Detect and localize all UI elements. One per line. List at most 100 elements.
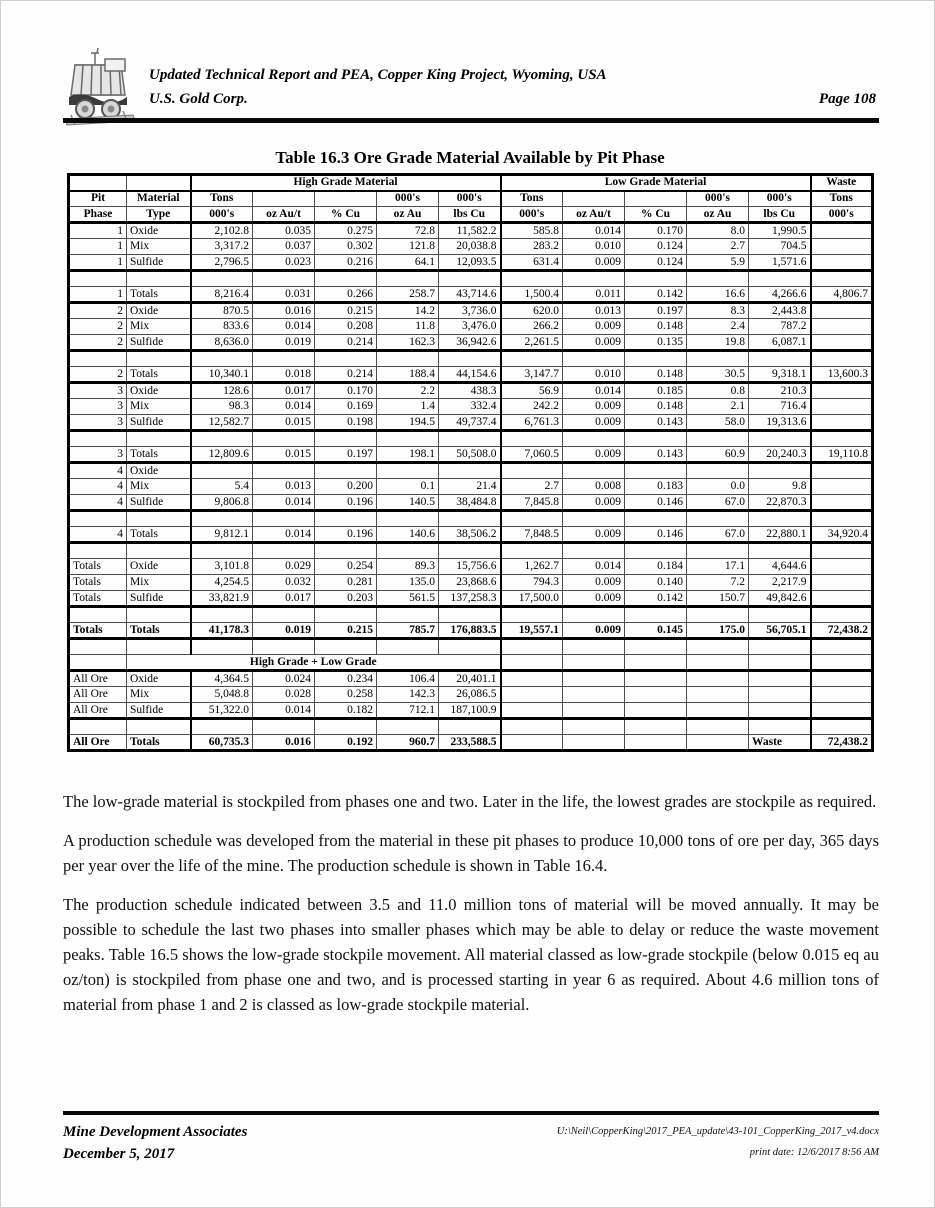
table-cell: 1,990.5 (748, 222, 811, 239)
table-row: 3 Mix 98.3 0.014 0.169 1.4 332.4 242.2 0.009 0.14… (68, 398, 873, 415)
table-cell: 12,582.7 (189, 414, 253, 432)
table-cell (748, 654, 811, 672)
table-cell: 438.3 (438, 382, 501, 399)
table-cell (189, 510, 253, 527)
table-cell: 3,476.0 (438, 318, 501, 335)
table-cell: 0.169 (314, 398, 377, 415)
table-row: Phase Type 000's oz Au/t% Cu oz Au lbs Cu 000'… (68, 206, 873, 224)
table-row (68, 718, 873, 735)
table-cell: 000's (376, 190, 439, 207)
table-cell: 20,401.1 (438, 670, 501, 687)
table-cell: % Cu (314, 206, 377, 224)
table-row: Totals Sulfide 33,821.9 0.017 0.203 561.5 137,… (68, 590, 873, 608)
footer-date: December 5, 2017 (63, 1146, 175, 1162)
table-cell (809, 222, 873, 239)
table-cell (748, 510, 811, 527)
table-cell (68, 718, 127, 735)
table-cell (809, 350, 873, 367)
table-cell (252, 718, 315, 735)
table-cell (686, 510, 749, 527)
table-cell: 22,880.1 (748, 526, 811, 544)
table-cell: 187,100.9 (438, 702, 501, 720)
table-cell: Sulfide (126, 414, 191, 432)
table-cell (252, 430, 315, 447)
table-cell: 51,322.0 (189, 702, 253, 720)
table-cell: 0.015 (252, 446, 315, 464)
table-cell: 0.234 (314, 670, 377, 687)
table-cell (438, 638, 501, 655)
table-cell: 332.4 (438, 398, 501, 415)
table-cell: 0.010 (562, 238, 625, 255)
table-cell: 0.013 (252, 478, 315, 495)
table-cell (748, 718, 811, 735)
table-cell: 585.8 (499, 222, 563, 239)
table-cell (499, 718, 563, 735)
table-cell (809, 382, 873, 399)
table-cell: 0.215 (314, 302, 377, 319)
table-cell (189, 542, 253, 559)
table-cell: Totals (126, 366, 191, 384)
table-cell: All Ore (68, 686, 127, 703)
table-cell (748, 702, 811, 720)
table-cell: 2 (68, 366, 127, 384)
table-cell (748, 638, 811, 655)
table-cell: 0.196 (314, 526, 377, 544)
table-cell (809, 334, 873, 352)
table-cell: 0.009 (562, 254, 625, 272)
table-cell: 787.2 (748, 318, 811, 335)
table-cell (499, 350, 563, 367)
table-cell: 785.7 (376, 622, 439, 640)
body-text: The low-grade material is stockpiled fro… (63, 789, 879, 1031)
table-cell (562, 734, 625, 752)
table-cell: High Grade Material (189, 174, 501, 192)
table-cell (809, 318, 873, 335)
table-cell (686, 606, 749, 623)
page-footer: Mine Development Associates December 5, … (63, 1121, 879, 1165)
table-cell: 3 (68, 414, 127, 432)
table-cell: 0.203 (314, 590, 377, 608)
table-cell: 0.170 (624, 222, 687, 239)
table-row: 4 Mix 5.4 0.013 0.200 0.1 21.4 2.7 0.008 0.183 0.0… (68, 478, 873, 495)
table-cell: oz Au (686, 206, 749, 224)
table-cell (252, 350, 315, 367)
table-cell: Mix (126, 398, 191, 415)
table-cell: 60.9 (686, 446, 749, 464)
table-cell: Waste (809, 174, 873, 192)
table-cell: 4 (68, 526, 127, 544)
table-cell (314, 462, 377, 479)
table-cell (624, 718, 687, 735)
table-cell (499, 638, 563, 655)
table-cell: Oxide (126, 222, 191, 239)
table-cell: 716.4 (748, 398, 811, 415)
table-cell: 704.5 (748, 238, 811, 255)
table-cell: 9,806.8 (189, 494, 253, 512)
table-cell: 26,086.5 (438, 686, 501, 703)
table-cell (562, 430, 625, 447)
table-cell (686, 270, 749, 287)
table-cell: 67.0 (686, 494, 749, 512)
table-cell (68, 542, 127, 559)
table-row: 1 Oxide 2,102.8 0.035 0.275 72.8 11,582.2 585.8… (68, 222, 873, 239)
table-cell: 19,313.6 (748, 414, 811, 432)
table-row: 2 Totals 10,340.1 0.018 0.214 188.4 44,154.6 3,… (68, 366, 873, 384)
table-cell: 0.016 (252, 302, 315, 319)
table-cell: 0.200 (314, 478, 377, 495)
table-cell: 13,600.3 (809, 366, 873, 384)
table-cell (68, 270, 127, 287)
table-cell (748, 606, 811, 623)
table-cell (252, 270, 315, 287)
table-cell (314, 510, 377, 527)
table-cell (376, 462, 439, 479)
table-cell (126, 510, 191, 527)
table-cell (562, 350, 625, 367)
table-cell: 0.215 (314, 622, 377, 640)
table-cell: 000's (686, 190, 749, 207)
table-cell: 2 (68, 334, 127, 352)
table-cell: 72.8 (376, 222, 439, 239)
table-cell: Totals (126, 286, 191, 304)
table-cell (686, 430, 749, 447)
table-cell: 233,588.5 (438, 734, 501, 752)
table-cell: 0.013 (562, 302, 625, 319)
table-cell (809, 638, 873, 655)
